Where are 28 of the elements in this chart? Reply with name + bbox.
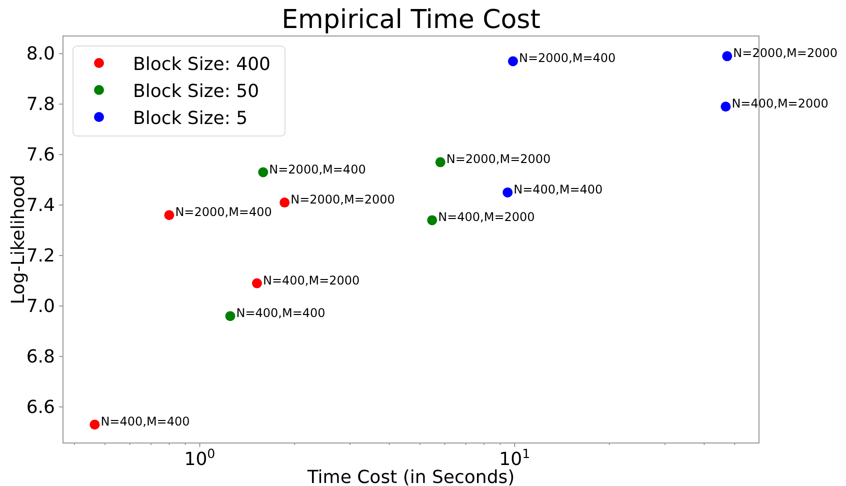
- legend-label: Block Size: 400: [133, 54, 270, 75]
- annotation: N=400,M=400: [236, 306, 326, 320]
- y-tick-label: 6.8: [26, 346, 55, 368]
- annotation: N=400,M=400: [100, 414, 190, 429]
- annotation: N=2000,M=400: [175, 205, 272, 220]
- annotation: N=400,M=2000: [732, 96, 828, 111]
- legend-label: Block Size: 5: [133, 108, 248, 129]
- x-tick-label: 10$^{0}$: [184, 446, 216, 470]
- annotation: N=2000,M=400: [269, 162, 366, 176]
- x-tick-label: 10$^{1}$: [499, 446, 530, 470]
- y-tick-label: 7.8: [26, 94, 55, 116]
- annotation: N=2000,M=400: [518, 51, 616, 66]
- annotation: N=2000,M=2000: [733, 46, 838, 60]
- x-axis-title: Time Cost (in Seconds): [306, 467, 515, 486]
- y-tick-label: 6.6: [26, 396, 55, 418]
- y-tick-label: 7.0: [26, 296, 55, 317]
- chart-title: Empirical Time Cost: [282, 5, 540, 35]
- annotation: N=400,M=2000: [438, 210, 535, 224]
- y-axis-title: Log-Likelihood: [8, 174, 29, 304]
- annotation: N=2000,M=2000: [290, 192, 395, 207]
- legend-label: Block Size: 50: [133, 81, 260, 102]
- annotation: N=400,M=400: [514, 182, 603, 196]
- y-tick-label: 7.6: [26, 144, 55, 166]
- y-tick-label: 7.4: [26, 195, 55, 216]
- y-tick-label: 8.0: [26, 44, 55, 65]
- y-tick-label: 7.2: [26, 246, 55, 267]
- annotation: N=400,M=2000: [262, 273, 360, 288]
- annotation: N=2000,M=2000: [446, 152, 551, 166]
